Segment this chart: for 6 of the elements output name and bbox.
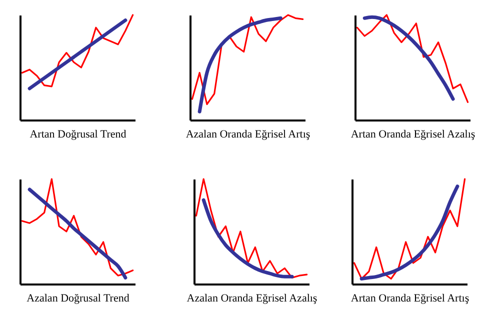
x-axis-title: Artan Doğrusal Trend: [30, 128, 127, 140]
x-axis-title: Artan Oranda Eğrisel Azalış: [350, 128, 476, 140]
x-axis-title: Azalan Doğrusal Trend: [26, 292, 130, 304]
x-axis-title: Artan Oranda Eğrisel Artış: [350, 292, 470, 304]
x-axis-title: Azalan Oranda Eğrisel Azalış: [186, 292, 318, 304]
x-axis-title: Azalan Oranda Eğrisel Artış: [186, 128, 310, 140]
